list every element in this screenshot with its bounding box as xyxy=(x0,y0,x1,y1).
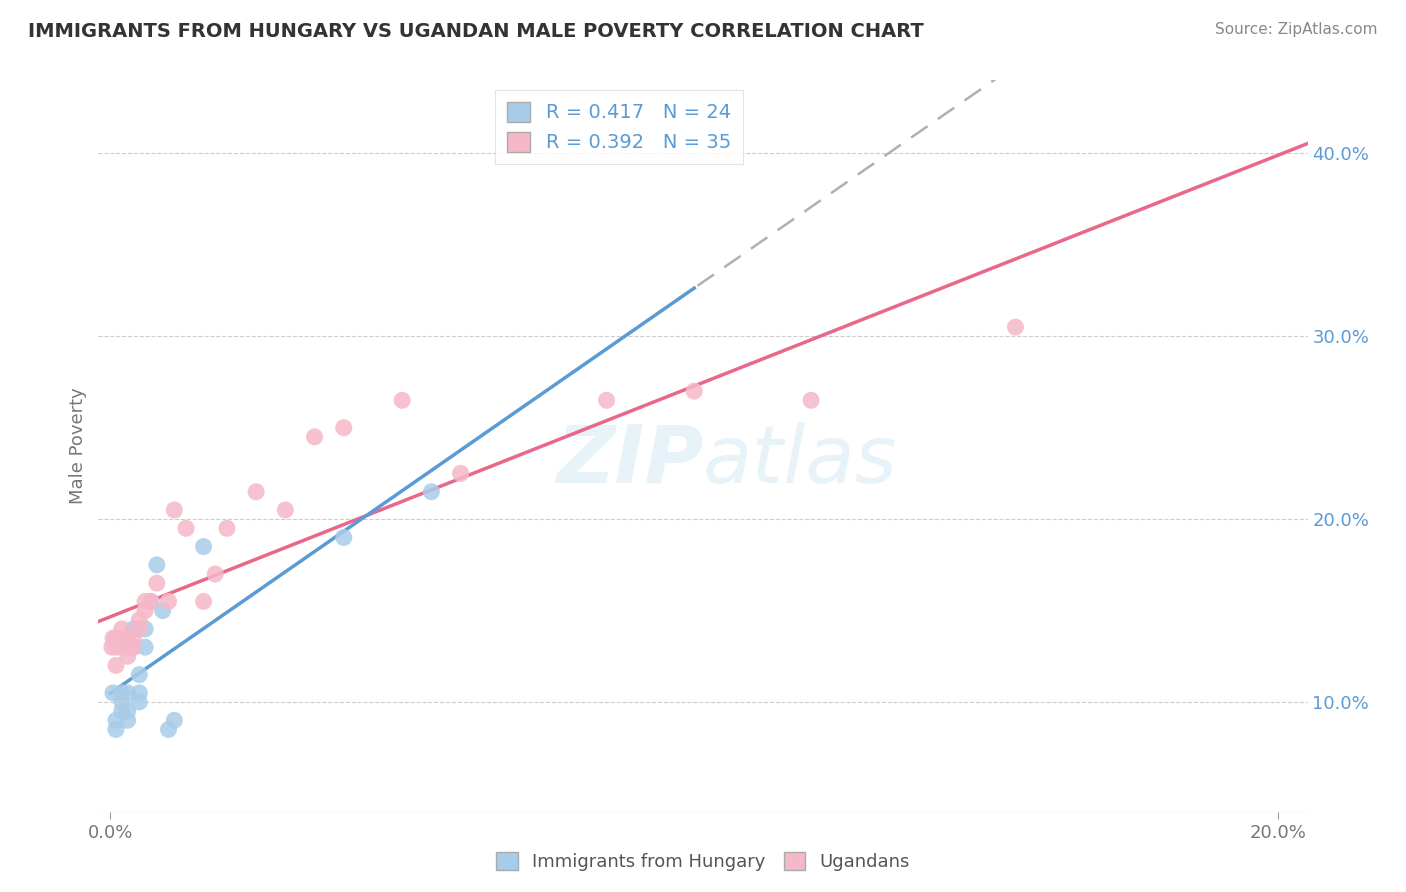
Point xyxy=(174,521,197,535)
Y-axis label: Male Poverty: Male Poverty xyxy=(69,388,87,504)
Point xyxy=(104,723,127,737)
Point xyxy=(215,521,238,535)
Point xyxy=(139,594,162,608)
Point xyxy=(420,484,443,499)
Point xyxy=(111,622,134,636)
Point xyxy=(128,695,150,709)
Point xyxy=(157,594,180,608)
Point xyxy=(193,540,215,554)
Point xyxy=(104,714,127,728)
Text: atlas: atlas xyxy=(703,422,898,500)
Point xyxy=(146,558,169,572)
Point xyxy=(117,704,139,718)
Text: IMMIGRANTS FROM HUNGARY VS UGANDAN MALE POVERTY CORRELATION CHART: IMMIGRANTS FROM HUNGARY VS UGANDAN MALE … xyxy=(28,22,924,41)
Point xyxy=(146,576,169,591)
Point xyxy=(1004,320,1026,334)
Point xyxy=(332,421,354,435)
Point xyxy=(104,631,127,645)
Point xyxy=(450,467,472,481)
Point xyxy=(128,613,150,627)
Text: ZIP: ZIP xyxy=(555,422,703,500)
Point xyxy=(274,503,297,517)
Point xyxy=(134,603,156,617)
Point xyxy=(101,686,124,700)
Point xyxy=(111,686,134,700)
Point xyxy=(595,393,617,408)
Point xyxy=(157,723,180,737)
Point xyxy=(134,640,156,655)
Point xyxy=(800,393,823,408)
Point xyxy=(122,640,145,655)
Point xyxy=(122,631,145,645)
Point xyxy=(391,393,413,408)
Text: Source: ZipAtlas.com: Source: ZipAtlas.com xyxy=(1215,22,1378,37)
Point xyxy=(101,631,124,645)
Point xyxy=(139,594,162,608)
Point xyxy=(111,695,134,709)
Point xyxy=(134,622,156,636)
Point xyxy=(117,714,139,728)
Legend: R = 0.417   N = 24, R = 0.392   N = 35: R = 0.417 N = 24, R = 0.392 N = 35 xyxy=(495,90,742,164)
Point xyxy=(104,640,127,655)
Point xyxy=(117,649,139,664)
Point xyxy=(117,686,139,700)
Point xyxy=(111,631,134,645)
Point xyxy=(204,567,226,582)
Point xyxy=(304,430,326,444)
Point xyxy=(111,704,134,718)
Point xyxy=(122,622,145,636)
Point xyxy=(193,594,215,608)
Point xyxy=(104,658,127,673)
Point xyxy=(152,603,174,617)
Point xyxy=(117,631,139,645)
Point xyxy=(101,640,124,655)
Point xyxy=(332,530,354,544)
Point xyxy=(128,667,150,681)
Point xyxy=(163,503,186,517)
Point xyxy=(163,714,186,728)
Point xyxy=(245,484,267,499)
Point xyxy=(128,686,150,700)
Point xyxy=(134,594,156,608)
Point xyxy=(122,640,145,655)
Point xyxy=(128,622,150,636)
Point xyxy=(111,640,134,655)
Legend: Immigrants from Hungary, Ugandans: Immigrants from Hungary, Ugandans xyxy=(489,845,917,879)
Point xyxy=(117,640,139,655)
Point xyxy=(683,384,706,398)
